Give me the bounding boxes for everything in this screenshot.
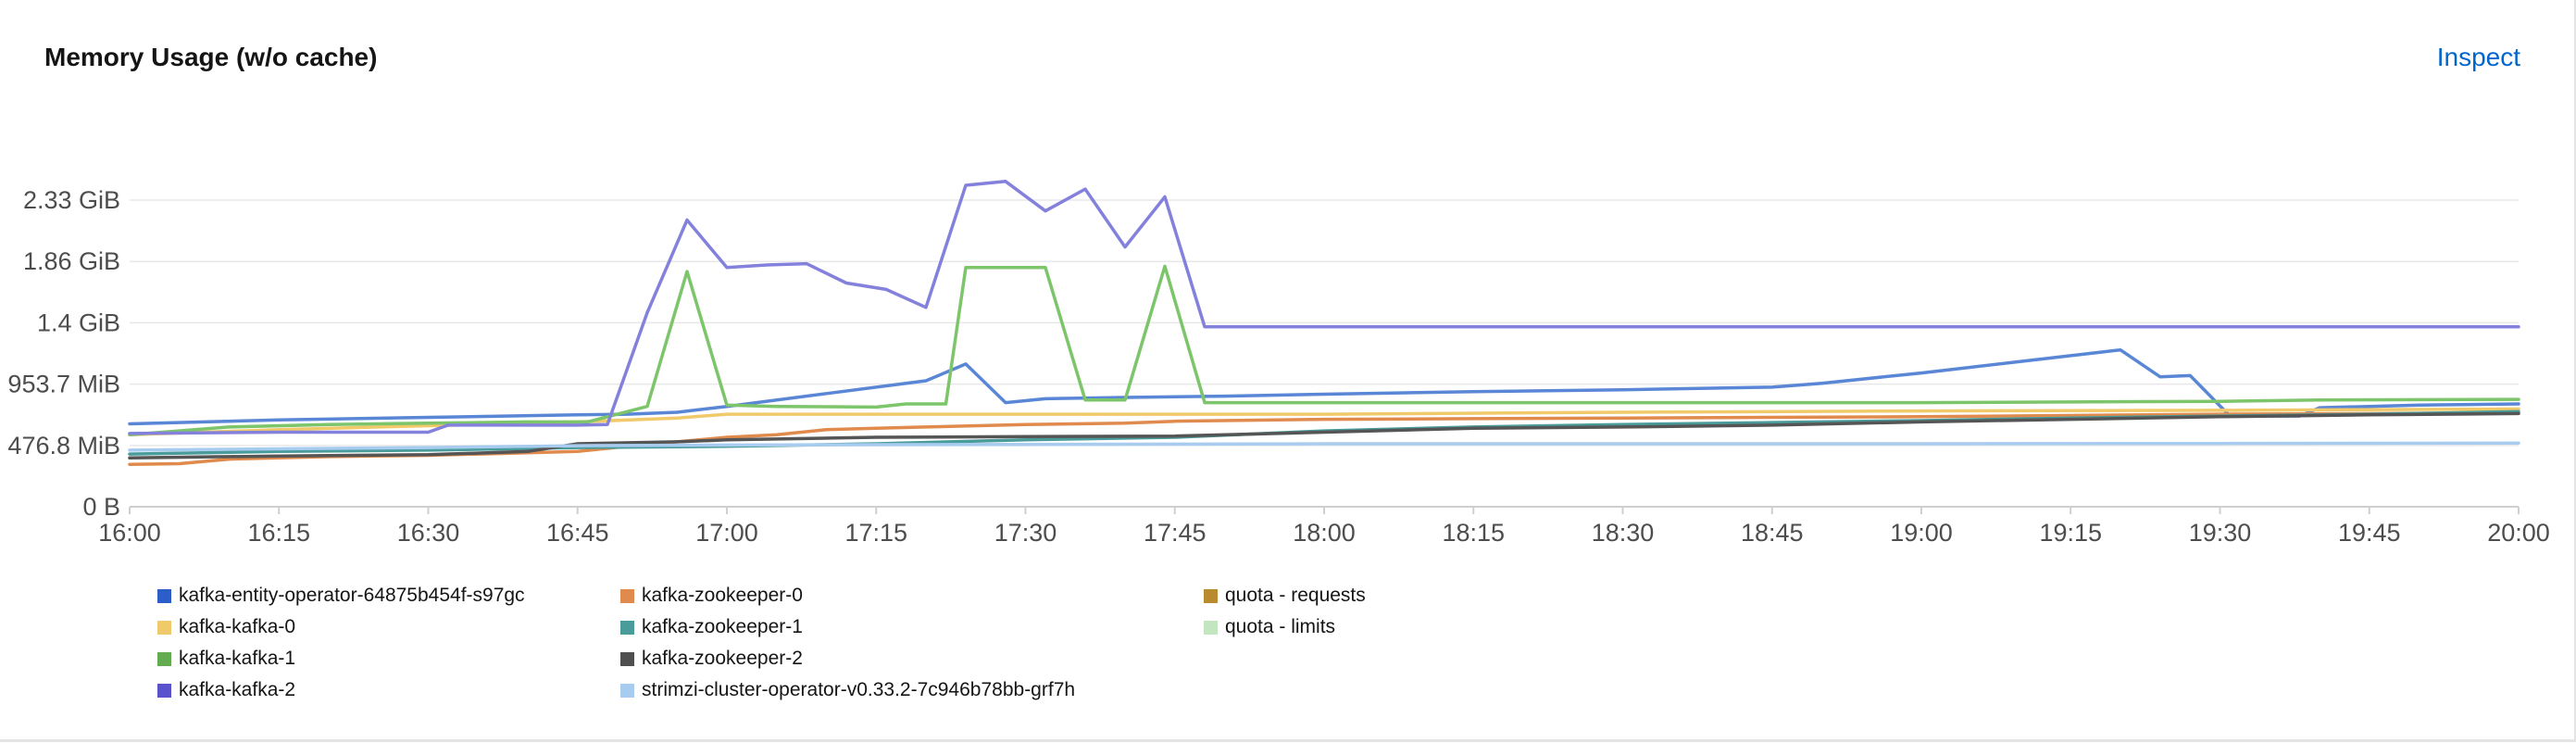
x-tick-label: 18:45 [1741, 519, 1804, 547]
y-tick-label: 0 B [82, 493, 120, 521]
series-line-kafka-kafka-2 [128, 180, 2520, 435]
legend-swatch [620, 651, 634, 666]
x-tick-label: 18:15 [1442, 519, 1505, 547]
y-tick-label: 1.86 GiB [23, 247, 120, 275]
series-group [128, 180, 2520, 466]
x-tick-label: 17:00 [695, 519, 758, 547]
legend-item[interactable]: kafka-kafka-1 [157, 645, 295, 673]
x-tick-label: 17:15 [844, 519, 907, 547]
series-line-kafka-kafka-1 [128, 264, 2520, 437]
series-line-kafka-zookeeper-2 [128, 411, 2520, 460]
legend-item[interactable]: strimzi-cluster-operator-v0.33.2-7c946b7… [620, 676, 1075, 704]
x-tick-label: 16:15 [247, 519, 310, 547]
x-tick-label: 17:45 [1144, 519, 1207, 547]
legend-swatch [157, 651, 171, 666]
legend-label: kafka-kafka-1 [179, 648, 296, 669]
chart-grid [130, 199, 2519, 447]
legend-label: quota - requests [1225, 585, 1366, 606]
chart-legend: kafka-entity-operator-64875b454f-s97gc ka… [157, 582, 2380, 721]
legend-swatch [620, 683, 634, 698]
legend-swatch [1204, 620, 1218, 635]
x-tick-label: 16:45 [546, 519, 609, 547]
series-line-kafka-zookeeper-0 [128, 410, 2520, 466]
legend-swatch [1204, 588, 1218, 603]
x-tick-label: 19:30 [2189, 519, 2252, 547]
legend-label: kafka-zookeeper-0 [642, 585, 803, 606]
legend-swatch [157, 588, 171, 603]
x-tick-label: 18:30 [1592, 519, 1655, 547]
legend-label: kafka-kafka-2 [179, 679, 296, 700]
legend-label: kafka-zookeeper-2 [642, 648, 803, 669]
y-tick-label: 953.7 MiB [7, 371, 120, 398]
legend-item[interactable]: kafka-zookeeper-1 [620, 613, 803, 641]
y-tick-label: 1.4 GiB [37, 309, 120, 336]
x-tick-label: 17:30 [994, 519, 1057, 547]
legend-label: kafka-kafka-0 [179, 616, 296, 637]
legend-label: kafka-zookeeper-1 [642, 616, 803, 637]
x-tick-label: 19:45 [2338, 519, 2401, 547]
legend-label: kafka-entity-operator-64875b454f-s97gc [179, 585, 525, 606]
memory-usage-chart: 0 B 476.8 MiB 953.7 MiB 1.4 GiB 1.86 GiB 2.33… [7, 180, 2550, 547]
legend-swatch [620, 588, 634, 603]
x-tick-label: 19:15 [2039, 519, 2102, 547]
x-tick-label: 19:00 [1890, 519, 1953, 547]
legend-swatch [157, 620, 171, 635]
x-tick-label: 16:30 [397, 519, 460, 547]
legend-item[interactable]: quota - limits [1204, 613, 1335, 641]
card-title: Memory Usage (w/o cache) [44, 43, 378, 71]
legend-item[interactable]: kafka-zookeeper-2 [620, 645, 803, 673]
legend-swatch [620, 620, 634, 635]
legend-item[interactable]: kafka-kafka-2 [157, 676, 295, 704]
legend-label: strimzi-cluster-operator-v0.33.2-7c946b7… [642, 679, 1076, 700]
legend-item[interactable]: quota - requests [1204, 582, 1366, 610]
legend-item[interactable]: kafka-entity-operator-64875b454f-s97gc [157, 582, 525, 610]
legend-swatch [157, 683, 171, 698]
series-line-kafka-entity-operator-64875b454f-s97gc [128, 347, 2520, 426]
y-tick-label: 2.33 GiB [23, 186, 120, 214]
legend-item[interactable]: kafka-kafka-0 [157, 613, 295, 641]
legend-label: quota - limits [1225, 616, 1336, 637]
x-axis: 16:00 16:15 16:30 16:45 17:00 17:15 17:30 17:45… [98, 506, 2550, 547]
inspect-link[interactable]: Inspect [2436, 43, 2520, 71]
x-tick-label: 18:00 [1293, 519, 1356, 547]
x-tick-label: 16:00 [98, 519, 161, 547]
y-axis: 0 B 476.8 MiB 953.7 MiB 1.4 GiB 1.86 GiB 2.33… [7, 186, 120, 521]
x-tick-label: 20:00 [2487, 519, 2550, 547]
series-line-kafka-kafka-0 [128, 407, 2520, 437]
y-tick-label: 476.8 MiB [7, 432, 120, 460]
legend-item[interactable]: kafka-zookeeper-0 [620, 582, 803, 610]
series-line-strimzi-cluster-operator-v0-33-2-7c946b78bb-grf7h [128, 441, 2520, 452]
